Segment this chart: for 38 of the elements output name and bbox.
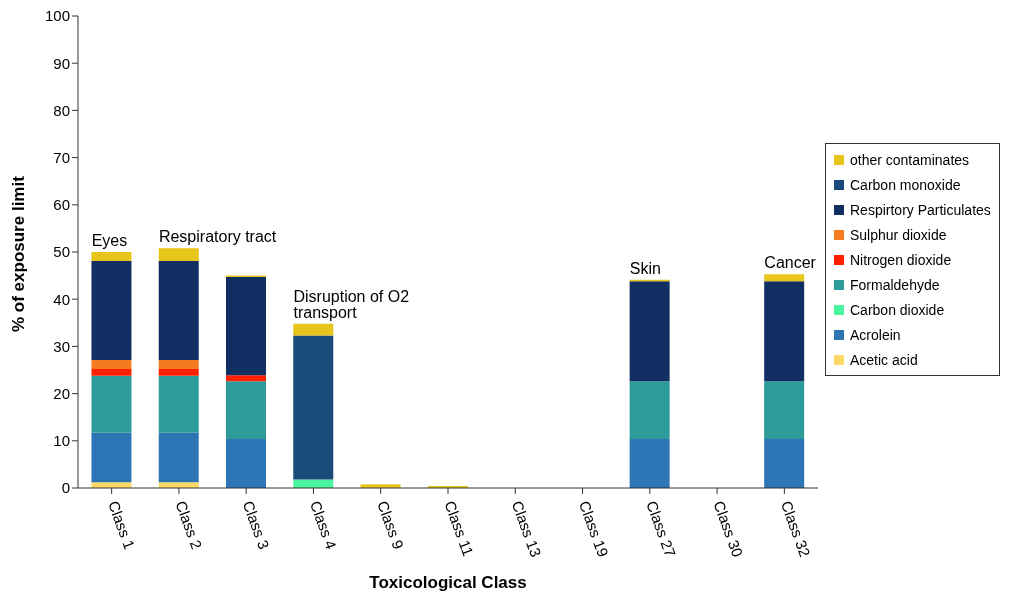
y-tick-label: 90 <box>53 54 70 72</box>
y-tick-label: 10 <box>53 432 70 450</box>
annotation: Skin <box>629 259 661 277</box>
x-tick-label: Class 2 <box>172 498 206 552</box>
x-tick-label: Class 27 <box>643 498 680 560</box>
y-tick-label: 80 <box>53 101 70 119</box>
annotation: Cancer <box>764 254 817 272</box>
legend-label: Acetic acid <box>850 351 918 368</box>
annotation: Disruption of O2 transport <box>293 287 410 321</box>
legend-label: other contaminates <box>850 151 970 168</box>
legend-label: Acrolein <box>850 326 901 343</box>
legend-label: Carbon dioxide <box>850 301 945 318</box>
x-tick-label: Class 32 <box>777 498 814 560</box>
y-axis-title: % of exposure limit <box>9 175 29 332</box>
legend-label: Nitrogen dioxide <box>850 251 952 268</box>
legend-label: Formaldehyde <box>850 276 940 293</box>
x-tick-label: Class 30 <box>710 498 747 560</box>
annotation: Eyes <box>91 232 128 249</box>
y-tick-label: 100 <box>44 7 70 25</box>
y-tick-label: 50 <box>53 243 70 261</box>
x-tick-label: Class 3 <box>239 498 273 552</box>
x-tick-label: Class 4 <box>306 498 340 552</box>
y-tick-label: 30 <box>53 337 70 355</box>
legend-label: Respirtory Particulates <box>850 201 991 218</box>
annotation: Respiratory tract <box>158 228 277 246</box>
x-tick-label: Class 11 <box>441 498 478 559</box>
x-tick-label: Class 1 <box>105 498 139 552</box>
y-tick-label: 20 <box>53 384 70 402</box>
y-tick-label: 0 <box>61 479 70 497</box>
x-axis-title: Toxicological Class <box>369 573 527 592</box>
legend-label: Sulphur dioxide <box>850 226 947 243</box>
y-tick-label: 60 <box>53 196 70 214</box>
x-tick-label: Class 9 <box>374 498 408 552</box>
x-tick-label: Class 19 <box>576 498 612 560</box>
y-tick-label: 40 <box>53 290 70 308</box>
y-tick-label: 70 <box>53 148 70 166</box>
x-tick-label: Class 13 <box>508 498 545 560</box>
legend-label: Carbon monoxide <box>850 176 961 193</box>
